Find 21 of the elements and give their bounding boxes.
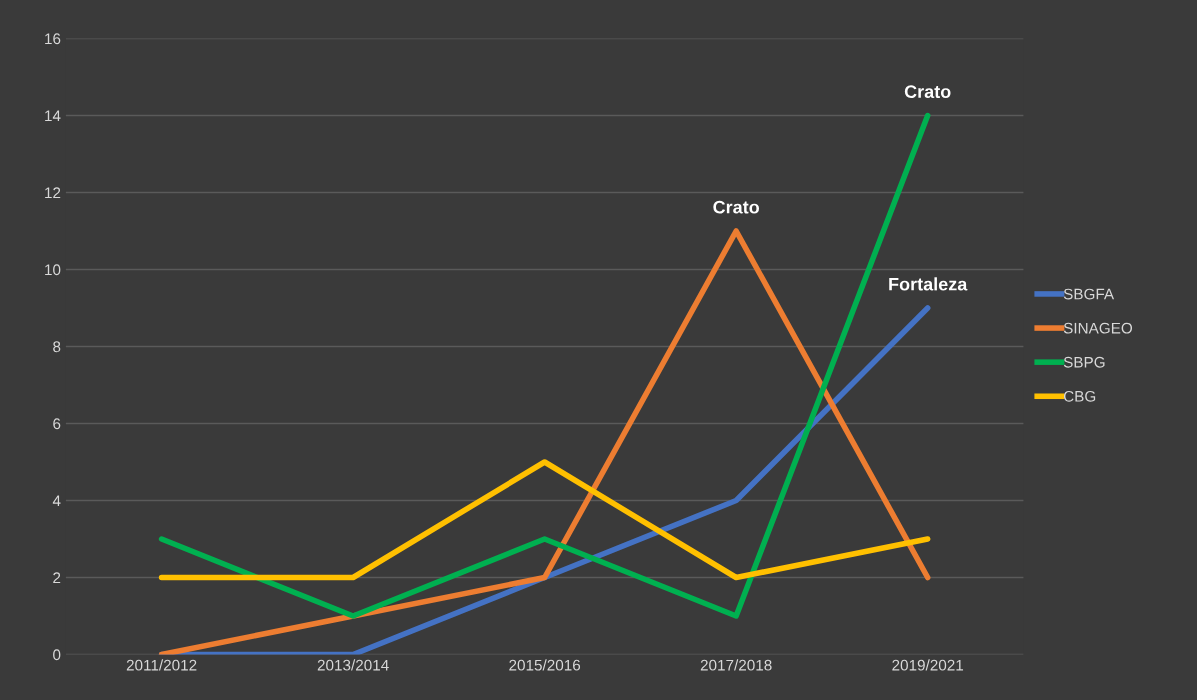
y-tick-label: 0 bbox=[53, 649, 61, 661]
y-tick-label: 2 bbox=[53, 572, 61, 584]
y-tick-label: 4 bbox=[52, 495, 61, 507]
y-tick-label: 10 bbox=[45, 264, 61, 276]
annotation: Crato bbox=[904, 85, 951, 99]
y-tick-label: 12 bbox=[45, 187, 61, 199]
y-tick-label: 8 bbox=[53, 341, 61, 353]
x-tick-label: 2015/2016 bbox=[509, 659, 581, 671]
x-tick-label: 2017/2018 bbox=[700, 659, 772, 671]
legend-label: SINAGEO bbox=[1063, 322, 1133, 334]
y-tick-label: 6 bbox=[53, 418, 61, 430]
annotation: Fortaleza bbox=[889, 277, 968, 291]
x-tick-label: 2011/2012 bbox=[126, 659, 197, 671]
y-tick-label: 14 bbox=[45, 110, 61, 122]
legend-label: CBG bbox=[1063, 390, 1096, 402]
x-tick-label: 2013/2014 bbox=[317, 659, 389, 671]
legend-label: SBPG bbox=[1063, 356, 1105, 368]
y-tick-label: 16 bbox=[45, 33, 61, 45]
legend-label: SBGFA bbox=[1063, 288, 1115, 300]
x-tick-label: 2019/2021 bbox=[892, 659, 964, 671]
annotation: Crato bbox=[713, 200, 760, 214]
